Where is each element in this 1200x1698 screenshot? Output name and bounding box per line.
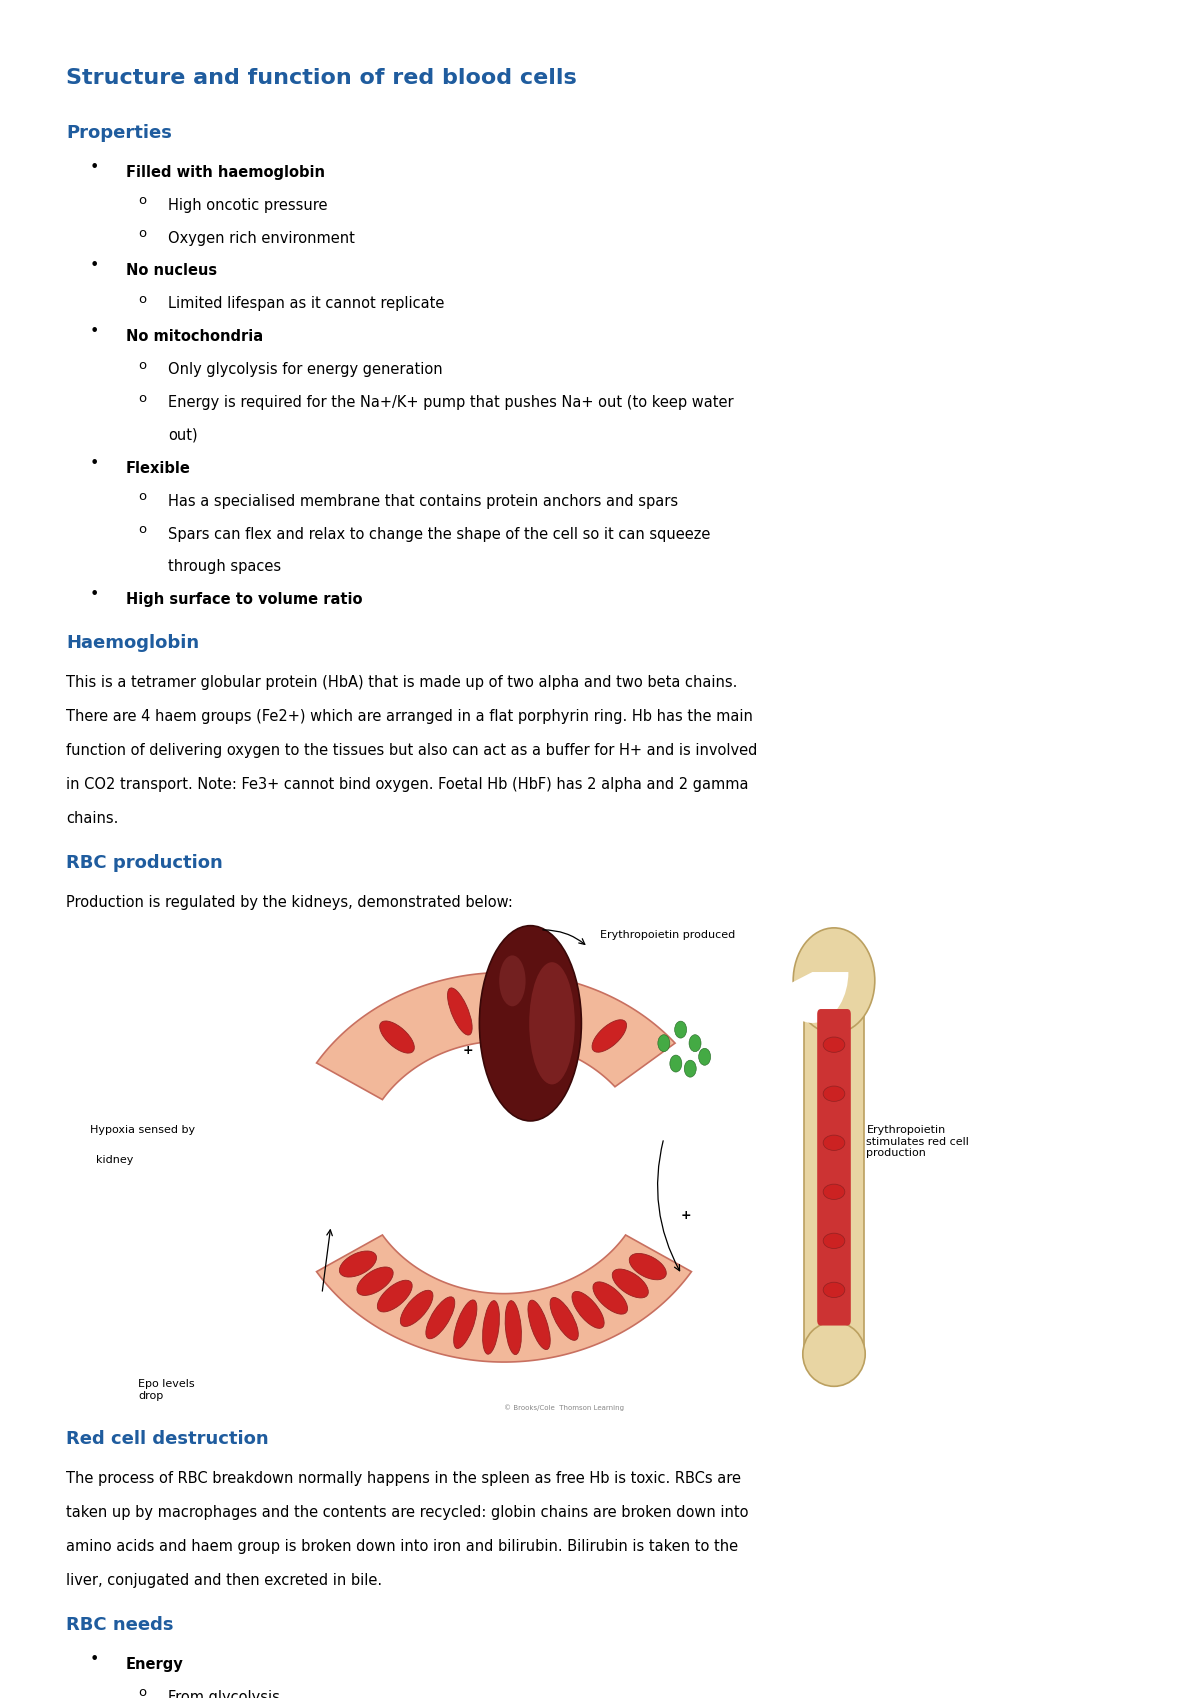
Text: function of delivering oxygen to the tissues but also can act as a buffer for H+: function of delivering oxygen to the tis… (66, 744, 757, 757)
Text: in CO2 transport. Note: Fe3+ cannot bind oxygen. Foetal Hb (HbF) has 2 alpha and: in CO2 transport. Note: Fe3+ cannot bind… (66, 778, 749, 793)
Circle shape (670, 1054, 682, 1071)
Ellipse shape (534, 987, 558, 1034)
Ellipse shape (529, 963, 575, 1085)
Ellipse shape (823, 1037, 845, 1053)
Wedge shape (779, 971, 848, 1022)
Text: RBC needs: RBC needs (66, 1616, 174, 1633)
Circle shape (684, 1060, 696, 1077)
Text: •: • (90, 324, 100, 340)
Text: Filled with haemoglobin: Filled with haemoglobin (126, 165, 325, 180)
Ellipse shape (593, 1282, 628, 1314)
Text: liver, conjugated and then excreted in bile.: liver, conjugated and then excreted in b… (66, 1574, 382, 1588)
Text: Energy is required for the Na+/K+ pump that pushes Na+ out (to keep water: Energy is required for the Na+/K+ pump t… (168, 396, 733, 409)
Ellipse shape (356, 1267, 394, 1296)
Text: •: • (90, 160, 100, 175)
Ellipse shape (448, 988, 472, 1036)
Ellipse shape (612, 1268, 648, 1297)
Ellipse shape (379, 1020, 414, 1053)
Ellipse shape (803, 1321, 865, 1386)
Polygon shape (317, 973, 676, 1100)
Text: •: • (90, 258, 100, 273)
Text: o: o (138, 392, 146, 404)
Text: Properties: Properties (66, 124, 172, 143)
Ellipse shape (377, 1280, 412, 1313)
Text: o: o (138, 1686, 146, 1698)
Text: This is a tetramer globular protein (HbA) that is made up of two alpha and two b: This is a tetramer globular protein (HbA… (66, 674, 737, 689)
Ellipse shape (823, 1136, 845, 1151)
Text: kidney: kidney (96, 1155, 133, 1165)
Text: Erythropoietin produced: Erythropoietin produced (600, 931, 736, 941)
Text: RBC production: RBC production (66, 854, 223, 873)
Text: •: • (90, 588, 100, 603)
Ellipse shape (550, 1297, 578, 1340)
Text: © Brooks/Cole  Thomson Learning: © Brooks/Cole Thomson Learning (504, 1404, 624, 1411)
Ellipse shape (823, 1184, 845, 1199)
Text: •: • (90, 1652, 100, 1667)
Ellipse shape (592, 1020, 626, 1053)
Ellipse shape (823, 1233, 845, 1248)
Text: out): out) (168, 428, 198, 443)
Text: High oncotic pressure: High oncotic pressure (168, 197, 328, 212)
Text: Has a specialised membrane that contains protein anchors and spars: Has a specialised membrane that contains… (168, 494, 678, 509)
Text: chains.: chains. (66, 812, 119, 827)
Ellipse shape (401, 1290, 433, 1326)
Ellipse shape (793, 927, 875, 1032)
Text: Energy: Energy (126, 1657, 184, 1673)
Text: o: o (138, 491, 146, 503)
FancyBboxPatch shape (804, 970, 864, 1363)
Text: There are 4 haem groups (Fe2+) which are arranged in a flat porphyrin ring. Hb h: There are 4 haem groups (Fe2+) which are… (66, 708, 752, 723)
Text: Flexible: Flexible (126, 460, 191, 475)
Ellipse shape (823, 1087, 845, 1102)
Ellipse shape (426, 1297, 455, 1338)
Text: No nucleus: No nucleus (126, 263, 217, 278)
Text: No mitochondria: No mitochondria (126, 329, 263, 345)
Text: The process of RBC breakdown normally happens in the spleen as free Hb is toxic.: The process of RBC breakdown normally ha… (66, 1470, 742, 1486)
Text: through spaces: through spaces (168, 560, 281, 574)
Text: From glycolysis: From glycolysis (168, 1690, 280, 1698)
Circle shape (698, 1048, 710, 1065)
Text: o: o (138, 194, 146, 207)
Ellipse shape (572, 1292, 604, 1328)
Text: +: + (680, 1209, 691, 1223)
Text: taken up by macrophages and the contents are recycled: globin chains are broken : taken up by macrophages and the contents… (66, 1504, 749, 1520)
FancyBboxPatch shape (817, 1009, 851, 1326)
Text: o: o (138, 523, 146, 537)
Circle shape (674, 1020, 686, 1037)
Ellipse shape (340, 1251, 377, 1277)
Ellipse shape (482, 1301, 499, 1355)
Text: Production is regulated by the kidneys, demonstrated below:: Production is regulated by the kidneys, … (66, 895, 512, 910)
Ellipse shape (823, 1282, 845, 1297)
Ellipse shape (505, 1301, 522, 1355)
Text: Oxygen rich environment: Oxygen rich environment (168, 231, 355, 246)
Text: +: + (463, 1044, 473, 1056)
Text: Epo levels
drop: Epo levels drop (138, 1379, 194, 1401)
Ellipse shape (499, 956, 526, 1007)
Ellipse shape (528, 1301, 551, 1350)
Ellipse shape (480, 925, 581, 1121)
Text: amino acids and haem group is broken down into iron and bilirubin. Bilirubin is : amino acids and haem group is broken dow… (66, 1538, 738, 1554)
Text: Spars can flex and relax to change the shape of the cell so it can squeeze: Spars can flex and relax to change the s… (168, 526, 710, 542)
Text: Hypoxia sensed by: Hypoxia sensed by (90, 1124, 196, 1134)
Text: Erythropoietin
stimulates red cell
production: Erythropoietin stimulates red cell produ… (866, 1126, 970, 1158)
Text: Structure and function of red blood cells: Structure and function of red blood cell… (66, 68, 577, 88)
Text: o: o (138, 294, 146, 306)
Text: o: o (138, 228, 146, 239)
Text: •: • (90, 455, 100, 470)
Circle shape (689, 1034, 701, 1051)
Text: Red cell destruction: Red cell destruction (66, 1430, 269, 1448)
Ellipse shape (454, 1301, 476, 1348)
Circle shape (658, 1034, 670, 1051)
Text: o: o (138, 358, 146, 372)
Text: Only glycolysis for energy generation: Only glycolysis for energy generation (168, 362, 443, 377)
Polygon shape (317, 1234, 691, 1362)
Ellipse shape (629, 1253, 666, 1280)
Text: High surface to volume ratio: High surface to volume ratio (126, 593, 362, 608)
Text: Limited lifespan as it cannot replicate: Limited lifespan as it cannot replicate (168, 297, 444, 311)
Text: Haemoglobin: Haemoglobin (66, 633, 199, 652)
